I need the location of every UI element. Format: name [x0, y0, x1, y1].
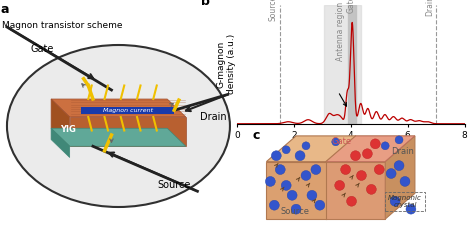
- Circle shape: [390, 196, 400, 206]
- Text: Source: Source: [268, 0, 277, 21]
- Circle shape: [295, 151, 305, 161]
- Bar: [348, 4, 356, 124]
- Circle shape: [282, 146, 290, 154]
- Circle shape: [381, 142, 389, 150]
- Circle shape: [291, 204, 301, 214]
- Polygon shape: [326, 136, 415, 162]
- Circle shape: [332, 138, 340, 146]
- Text: YIG: YIG: [60, 125, 76, 134]
- Circle shape: [406, 204, 416, 214]
- Circle shape: [395, 136, 403, 144]
- Circle shape: [265, 176, 275, 186]
- Text: b: b: [201, 0, 210, 8]
- Text: Drain: Drain: [391, 147, 414, 156]
- Circle shape: [346, 196, 356, 206]
- Text: c: c: [253, 129, 260, 142]
- Circle shape: [351, 151, 360, 161]
- Ellipse shape: [7, 45, 230, 207]
- Text: a: a: [0, 3, 9, 16]
- Text: Gate: Gate: [332, 137, 352, 146]
- Circle shape: [271, 151, 281, 161]
- Circle shape: [386, 169, 396, 178]
- Circle shape: [341, 165, 351, 175]
- Polygon shape: [326, 162, 385, 219]
- Circle shape: [287, 190, 297, 200]
- Polygon shape: [385, 136, 415, 219]
- Circle shape: [400, 176, 410, 186]
- Circle shape: [311, 165, 321, 175]
- Text: Drain: Drain: [425, 0, 434, 16]
- Text: Drain: Drain: [201, 112, 227, 122]
- Circle shape: [394, 161, 404, 171]
- Polygon shape: [51, 99, 70, 146]
- Text: Magnon current: Magnon current: [103, 108, 153, 113]
- Bar: [324, 4, 361, 124]
- Circle shape: [374, 165, 384, 175]
- Polygon shape: [51, 128, 70, 158]
- Text: Source: Source: [157, 180, 191, 189]
- Circle shape: [335, 180, 345, 190]
- Text: Source: Source: [280, 207, 309, 216]
- Polygon shape: [82, 107, 174, 114]
- Circle shape: [269, 200, 279, 210]
- Text: Antenna region: Antenna region: [337, 2, 345, 61]
- Circle shape: [356, 171, 366, 180]
- Text: Magnonic
crystal: Magnonic crystal: [388, 195, 422, 208]
- Circle shape: [275, 165, 285, 175]
- Circle shape: [363, 149, 373, 159]
- Text: Gate: Gate: [30, 45, 54, 54]
- Circle shape: [370, 139, 380, 149]
- Polygon shape: [51, 99, 186, 117]
- Circle shape: [307, 190, 317, 200]
- Polygon shape: [51, 128, 186, 146]
- X-axis label: Position (mm): Position (mm): [317, 142, 385, 152]
- Polygon shape: [266, 162, 385, 219]
- Circle shape: [366, 184, 376, 194]
- Polygon shape: [70, 117, 186, 146]
- Y-axis label: G-magnon
density (a.u.): G-magnon density (a.u.): [216, 34, 236, 94]
- Polygon shape: [266, 136, 415, 162]
- Circle shape: [315, 200, 325, 210]
- Text: Gate: Gate: [346, 0, 356, 13]
- Circle shape: [281, 180, 291, 190]
- Circle shape: [302, 142, 310, 150]
- Text: Magnon transistor scheme: Magnon transistor scheme: [2, 21, 123, 30]
- Circle shape: [301, 171, 311, 180]
